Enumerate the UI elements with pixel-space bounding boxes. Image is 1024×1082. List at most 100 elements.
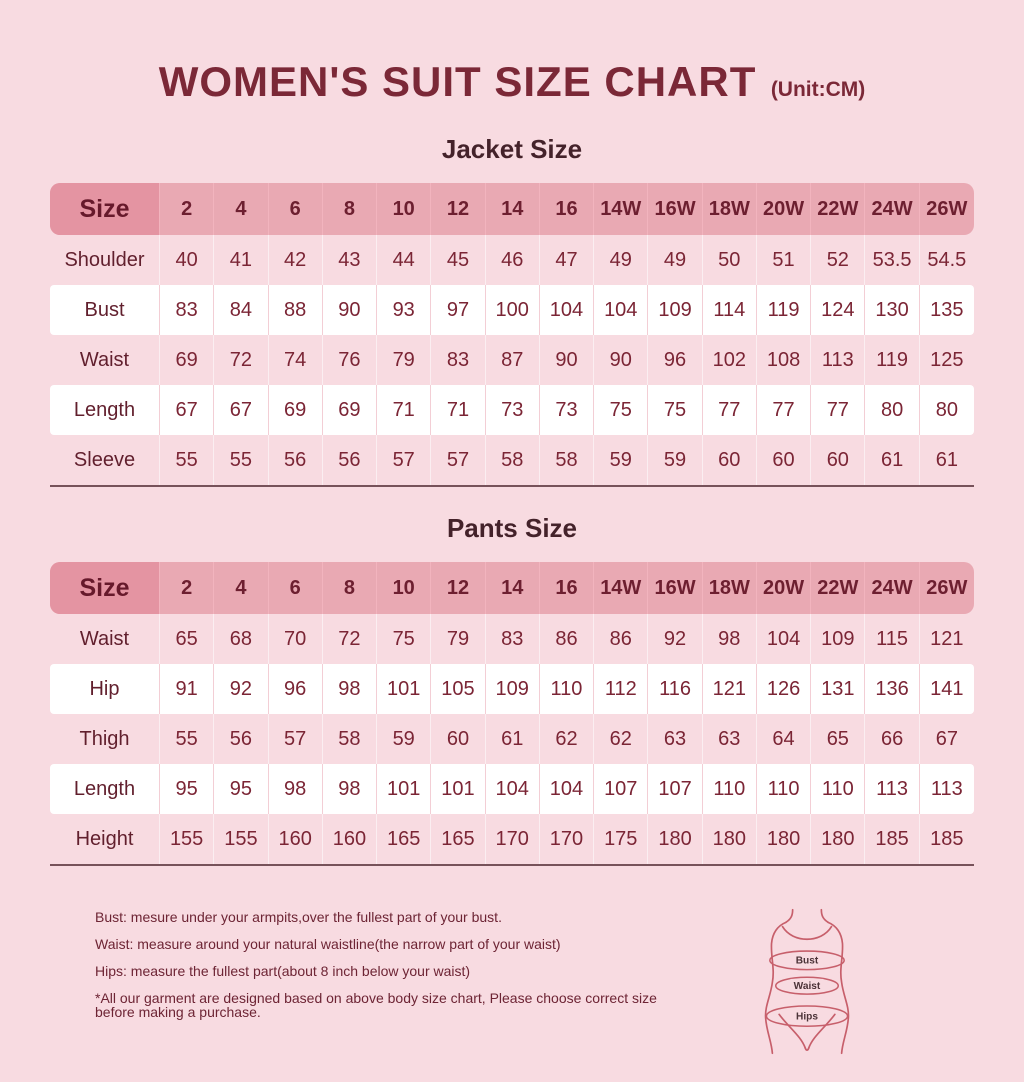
data-cell: 160 — [323, 814, 378, 864]
data-cell: 170 — [540, 814, 595, 864]
data-cell: 113 — [865, 764, 920, 814]
data-cell: 77 — [811, 385, 866, 435]
data-cell: 116 — [648, 664, 703, 714]
data-cell: 71 — [377, 385, 432, 435]
unit-label: (Unit:CM) — [770, 78, 866, 101]
data-cell: 43 — [323, 235, 378, 285]
data-cell: 101 — [431, 764, 486, 814]
data-cell: 121 — [703, 664, 757, 714]
jacket-size-heading: Jacket Size — [441, 134, 583, 164]
size-header-cell: Size — [50, 183, 160, 235]
data-cell: 125 — [930, 348, 964, 371]
data-cell: 53.5 — [865, 235, 920, 285]
data-cell: 180 — [811, 814, 866, 864]
header-row: Size 2 4 6 8 10 12 14 16 14W 16W 18W 20W 22W 24W 26W — [50, 183, 974, 235]
header-cell: 2 — [160, 183, 215, 235]
data-cell: 57 — [431, 435, 486, 485]
header-cell: 14W — [594, 562, 649, 614]
header-cell: 16 — [540, 183, 595, 235]
data-cell: 104 — [757, 614, 812, 664]
figure-bust-label: Bust — [796, 956, 819, 967]
data-cell: 56 — [214, 714, 269, 764]
data-cell: 108 — [757, 335, 812, 385]
data-cell: 160 — [269, 814, 323, 864]
body-measurement-figure: Bust Waist Hips — [764, 908, 850, 1055]
data-cell: 185 — [930, 827, 964, 850]
header-cell: 6 — [269, 183, 323, 235]
data-cell: 60 — [703, 435, 757, 485]
data-cell: 69 — [269, 385, 323, 435]
header-cell: 24W — [865, 183, 920, 235]
size-header-cell: Size — [50, 562, 160, 614]
data-cell: 58 — [323, 714, 378, 764]
data-cell: 112 — [594, 664, 649, 714]
data-cell: 107 — [594, 764, 649, 814]
table-row: Bust 83 84 88 90 93 97 100 104 104 109 114 119 124 130… — [50, 285, 974, 335]
row-label: Bust — [50, 285, 160, 335]
table-row: Waist 69 72 74 76 79 83 87 90 90 96 102 108 113 119 125 — [50, 335, 974, 385]
header-cell: 22W — [811, 562, 866, 614]
data-cell: 131 — [811, 664, 866, 714]
data-cell: 55 — [160, 714, 215, 764]
header-cell: 16W — [648, 183, 703, 235]
data-cell: 83 — [486, 614, 540, 664]
data-cell: 180 — [703, 814, 757, 864]
data-cell: 63 — [703, 714, 757, 764]
row-label: Shoulder — [50, 235, 160, 285]
data-cell: 136 — [865, 664, 920, 714]
data-cell: 100 — [486, 285, 540, 335]
header-cell: 12 — [431, 562, 486, 614]
data-cell: 72 — [323, 614, 378, 664]
data-cell: 180 — [648, 814, 703, 864]
data-cell: 76 — [323, 335, 378, 385]
data-cell: 88 — [269, 285, 323, 335]
data-cell: 113 — [811, 335, 866, 385]
data-cell: 77 — [757, 385, 812, 435]
data-cell: 114 — [703, 285, 757, 335]
data-cell: 58 — [540, 435, 595, 485]
data-cell: 83 — [431, 335, 486, 385]
hips-label-bg — [791, 1009, 823, 1022]
data-cell: 65 — [160, 614, 215, 664]
pants-size-table: Size 2 4 6 8 10 12 14 16 14W 16W 18W 20W 22W 24W 26W Wai… — [50, 562, 974, 866]
data-cell: 104 — [540, 764, 595, 814]
data-cell: 97 — [431, 285, 486, 335]
data-cell: 42 — [269, 235, 323, 285]
header-cell: 14 — [486, 562, 540, 614]
table-row: Hip 91 92 96 98 101 105 109 110 112 116 121 126 131 13… — [50, 664, 974, 714]
data-cell: 95 — [160, 764, 215, 814]
row-label: Waist — [50, 614, 160, 664]
data-cell: 62 — [540, 714, 595, 764]
data-cell: 84 — [214, 285, 269, 335]
header-cell: 10 — [377, 183, 432, 235]
row-label: Height — [50, 814, 160, 864]
data-cell: 130 — [865, 285, 920, 335]
data-cell: 105 — [431, 664, 486, 714]
data-cell: 56 — [269, 435, 323, 485]
data-cell: 92 — [214, 664, 269, 714]
data-cell: 109 — [811, 614, 866, 664]
page-title: WOMEN'S SUIT SIZE CHART — [158, 58, 757, 105]
data-cell: 60 — [431, 714, 486, 764]
table-row: Sleeve 55 55 56 56 57 57 58 58 59 59 60 60 60 61 61 — [50, 435, 974, 485]
bust-label-bg — [791, 953, 823, 967]
data-cell: 74 — [269, 335, 323, 385]
data-cell: 165 — [431, 814, 486, 864]
data-cell: 55 — [214, 435, 269, 485]
header-cell: 16W — [648, 562, 703, 614]
header-cell: 10 — [377, 562, 432, 614]
table-row: Length 95 95 98 98 101 101 104 104 107 107 110 110 11… — [50, 764, 974, 814]
row-label: Waist — [50, 335, 160, 385]
data-cell: 80 — [935, 398, 958, 421]
header-cell: 18W — [703, 562, 757, 614]
header-cell: 20W — [757, 183, 812, 235]
data-cell: 79 — [377, 335, 432, 385]
data-cell: 135 — [930, 298, 964, 321]
data-cell: 54.5 — [927, 248, 967, 271]
data-cell: 57 — [377, 435, 432, 485]
data-cell: 67 — [214, 385, 269, 435]
data-cell: 70 — [269, 614, 323, 664]
data-cell: 64 — [757, 714, 812, 764]
data-cell: 59 — [594, 435, 649, 485]
data-cell: 109 — [486, 664, 540, 714]
